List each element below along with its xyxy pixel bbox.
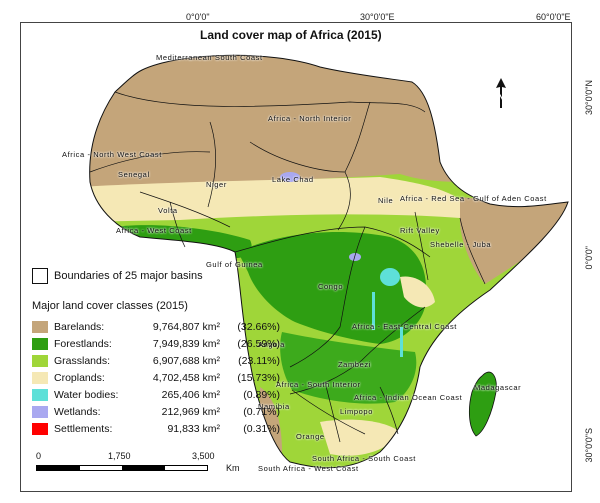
legend-class-list: Barelands: 9,764,807 km² (32.66%) Forest…	[32, 318, 280, 437]
legend-class-pct: (15.73%)	[237, 371, 280, 384]
legend-class-pct: (32.66%)	[237, 320, 280, 333]
legend-row-wetlands: Wetlands: 212,969 km² (0.71%)	[32, 403, 280, 420]
africa-map	[89, 54, 569, 469]
legend-class-pct: (0.71%)	[243, 405, 280, 418]
basin-label: Niger	[206, 180, 227, 189]
basin-label: Angola	[258, 340, 285, 349]
graticule-label-lat-30s: 30°0'0"S	[584, 428, 594, 463]
graticule-label-lat-0: 0°0'0"	[584, 246, 594, 270]
basin-label: Namibia	[258, 402, 290, 411]
legend-class-area: 6,907,688 km²	[152, 354, 220, 367]
scale-bar-segments	[36, 465, 208, 471]
basin-label: Africa - Indian Ocean Coast	[354, 393, 463, 402]
legend-row-forestlands: Forestlands: 7,949,839 km² (26.59%)	[32, 335, 280, 352]
basin-label: Madagascar	[474, 383, 522, 392]
map-frame	[20, 22, 572, 492]
scale-bar: 0 1,750 3,500 Km	[36, 451, 240, 473]
basin-label: Africa - North Interior	[268, 114, 352, 123]
legend-class-name: Grasslands:	[54, 354, 111, 367]
basin-label: Volta	[158, 206, 178, 215]
legend-class-area: 212,969 km²	[161, 405, 220, 418]
basin-label: Nile	[378, 196, 394, 205]
basin-label: Zambezi	[338, 360, 371, 369]
legend-class-name: Forestlands:	[54, 337, 112, 350]
basin-label: Africa - West Coast	[116, 226, 192, 235]
graticule-label-lon-30e: 30°0'0"E	[360, 12, 395, 22]
basin-label: Africa - East Central Coast	[352, 322, 457, 331]
legend-class-area: 265,406 km²	[161, 388, 220, 401]
basin-label: Africa - South Interior	[276, 380, 361, 389]
legend-swatch	[32, 354, 48, 367]
legend-row-croplands: Croplands: 4,702,458 km² (15.73%)	[32, 369, 280, 386]
legend-class-area: 4,702,458 km²	[152, 371, 220, 384]
basin-label: Senegal	[118, 170, 150, 179]
graticule-label-lon-0: 0°0'0"	[186, 12, 210, 22]
legend-class-name: Croplands:	[54, 371, 105, 384]
scale-label: 1,750	[108, 451, 131, 461]
basin-label: Africa - Red Sea - Gulf of Aden Coast	[400, 194, 547, 203]
legend-row-water-bodies: Water bodies: 265,406 km² (0.89%)	[32, 386, 280, 403]
legend-class-name: Barelands:	[54, 320, 105, 333]
basin-label: Limpopo	[340, 407, 373, 416]
legend-swatch	[32, 371, 48, 384]
legend-row-barelands: Barelands: 9,764,807 km² (32.66%)	[32, 318, 280, 335]
legend-classes-title: Major land cover classes (2015)	[32, 300, 188, 312]
scale-unit: Km	[226, 463, 240, 473]
basin-label: Mediterranean South Coast	[156, 53, 263, 62]
legend-class-pct: (26.59%)	[237, 337, 280, 350]
basin-label: South Africa - West Coast	[258, 464, 359, 473]
legend-class-name: Wetlands:	[54, 405, 101, 418]
legend-swatch	[32, 320, 48, 333]
basin-label: Shebelle - Juba	[430, 240, 492, 249]
legend-class-pct: (0.89%)	[243, 388, 280, 401]
basin-label: South Africa - South Coast	[312, 454, 416, 463]
basin-label: Lake Chad	[272, 175, 314, 184]
scale-label: 0	[36, 451, 42, 461]
scale-label: 3,500	[192, 451, 215, 461]
legend-basin-label: Boundaries of 25 major basins	[54, 270, 203, 282]
basin-label: Rift Valley	[400, 226, 440, 235]
legend-row-grasslands: Grasslands: 6,907,688 km² (23.11%)	[32, 352, 280, 369]
basin-label: Orange	[296, 432, 325, 441]
legend-class-area: 7,949,839 km²	[152, 337, 220, 350]
basin-label: Gulf of Guinea	[206, 260, 263, 269]
legend-class-pct: (23.11%)	[238, 354, 280, 367]
svg-text:N: N	[498, 92, 505, 102]
legend-basin-boundaries: Boundaries of 25 major basins	[32, 268, 203, 284]
boundary-swatch	[32, 268, 48, 284]
legend-row-settlements: Settlements: 91,833 km² (0.31%)	[32, 420, 280, 437]
legend-swatch	[32, 405, 48, 418]
legend-class-name: Water bodies:	[54, 388, 119, 401]
map-title: Land cover map of Africa (2015)	[200, 28, 382, 42]
graticule-label-lat-30n: 30°0'0"N	[584, 80, 594, 116]
north-arrow-icon: N	[496, 78, 506, 108]
basin-label: Africa - North West Coast	[62, 150, 162, 159]
basin-label: Congo	[318, 282, 344, 291]
legend-swatch	[32, 337, 48, 350]
legend-swatch	[32, 388, 48, 401]
legend-swatch	[32, 422, 48, 435]
legend-class-pct: (0.31%)	[243, 422, 280, 435]
legend-class-area: 91,833 km²	[167, 422, 220, 435]
legend-class-area: 9,764,807 km²	[152, 320, 220, 333]
legend-class-name: Settlements:	[54, 422, 113, 435]
graticule-label-lon-60e: 60°0'0"E	[536, 12, 571, 22]
